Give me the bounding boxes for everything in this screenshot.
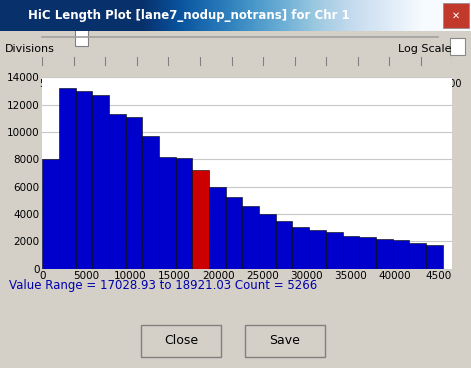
Bar xyxy=(126,117,142,269)
Text: Log Scale: Log Scale xyxy=(398,44,452,54)
Text: 5: 5 xyxy=(39,79,46,89)
Bar xyxy=(276,221,292,269)
Text: 35: 35 xyxy=(99,79,112,89)
FancyBboxPatch shape xyxy=(450,38,465,55)
Bar xyxy=(92,95,109,269)
Text: 80: 80 xyxy=(194,79,206,89)
Text: Save: Save xyxy=(269,334,300,347)
Text: 110: 110 xyxy=(254,79,272,89)
Text: 50: 50 xyxy=(131,79,143,89)
Text: 170: 170 xyxy=(380,79,398,89)
Bar xyxy=(142,136,159,269)
Bar xyxy=(226,197,243,269)
Bar xyxy=(426,245,443,269)
Bar xyxy=(259,214,276,269)
Bar xyxy=(342,236,359,269)
Text: 125: 125 xyxy=(285,79,304,89)
FancyBboxPatch shape xyxy=(245,325,325,357)
FancyBboxPatch shape xyxy=(443,3,469,28)
Text: Divisions: Divisions xyxy=(5,44,55,54)
Text: Close: Close xyxy=(164,334,198,347)
FancyBboxPatch shape xyxy=(141,325,221,357)
Text: Value Range = 17028.93 to 18921.03 Count = 5266: Value Range = 17028.93 to 18921.03 Count… xyxy=(9,279,317,292)
Bar xyxy=(193,170,209,269)
Bar xyxy=(376,239,392,269)
Bar xyxy=(392,240,409,269)
FancyBboxPatch shape xyxy=(75,29,88,46)
Bar xyxy=(292,227,309,269)
Bar xyxy=(309,230,326,269)
Text: 200: 200 xyxy=(443,79,462,89)
Bar xyxy=(159,156,176,269)
Text: ✕: ✕ xyxy=(451,11,460,21)
Text: 65: 65 xyxy=(162,79,175,89)
Bar xyxy=(176,158,193,269)
Bar xyxy=(42,159,59,269)
Bar xyxy=(109,114,126,269)
Text: 155: 155 xyxy=(348,79,367,89)
Text: 140: 140 xyxy=(317,79,335,89)
Bar xyxy=(76,91,92,269)
Bar xyxy=(409,243,426,269)
Bar xyxy=(59,88,76,269)
Bar xyxy=(326,232,342,269)
Text: 185: 185 xyxy=(411,79,430,89)
Text: HiC Length Plot [lane7_nodup_notrans] for Chr 1: HiC Length Plot [lane7_nodup_notrans] fo… xyxy=(28,9,350,22)
Bar xyxy=(359,237,376,269)
Text: 95: 95 xyxy=(225,79,238,89)
Bar xyxy=(243,206,259,269)
Text: 20: 20 xyxy=(68,79,80,89)
Bar xyxy=(209,187,226,269)
